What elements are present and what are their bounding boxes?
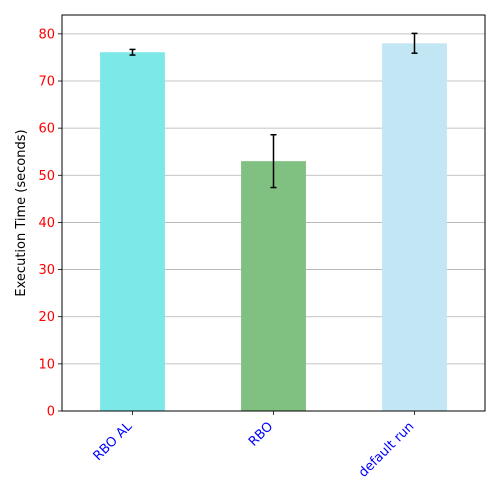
y-tick-label: 30	[38, 263, 55, 278]
y-tick-label: 10	[38, 357, 55, 372]
error-bars-group	[129, 32, 418, 189]
bar	[100, 52, 165, 411]
y-tick-label: 80	[38, 27, 55, 42]
bar	[241, 161, 306, 411]
y-axis-label: Execution Time (seconds)	[14, 129, 29, 296]
x-axis-ticks: RBO AL RBO default run	[91, 411, 417, 481]
bar	[382, 43, 447, 412]
y-tick-label: 0	[47, 405, 55, 420]
y-axis-ticks: 0 10 20 30 40 50 60 70 80	[38, 27, 62, 420]
y-tick-label: 40	[38, 216, 55, 231]
x-tick-label: RBO	[246, 419, 276, 449]
y-tick-label: 70	[38, 75, 55, 90]
bars-group	[100, 43, 447, 412]
y-tick-label: 60	[38, 122, 55, 137]
x-tick-label: RBO AL	[91, 419, 136, 464]
x-tick-label: default run	[356, 419, 417, 480]
y-tick-label: 50	[38, 169, 55, 184]
y-tick-label: 20	[38, 310, 55, 325]
